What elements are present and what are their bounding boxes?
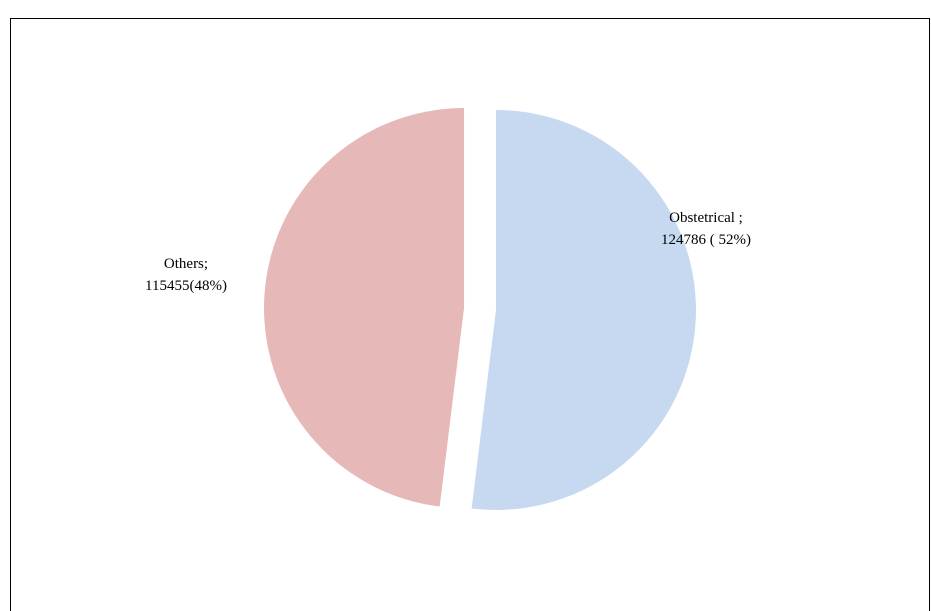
pie-slice xyxy=(471,109,696,510)
chart-frame xyxy=(10,18,930,611)
slice-value-label: 115455(48%) xyxy=(145,278,227,294)
slice-label: Obstetrical ; xyxy=(669,210,743,226)
slice-label: Others; xyxy=(164,256,208,272)
slice-value-label: 124786 ( 52%) xyxy=(661,232,751,248)
pie-slice xyxy=(264,108,465,507)
